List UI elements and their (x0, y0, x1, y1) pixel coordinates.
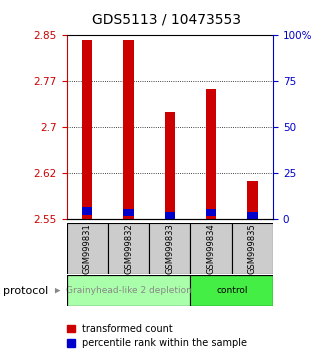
Text: Grainyhead-like 2 depletion: Grainyhead-like 2 depletion (66, 286, 191, 295)
Text: GDS5113 / 10473553: GDS5113 / 10473553 (92, 12, 241, 27)
Bar (190, 275, 273, 306)
Text: GSM999832: GSM999832 (124, 223, 133, 274)
Text: control: control (216, 286, 247, 295)
Bar (165, 212, 175, 219)
Bar (190, 223, 232, 274)
Bar (247, 181, 258, 219)
Bar (165, 112, 175, 219)
Bar (149, 223, 190, 274)
Text: GSM999835: GSM999835 (248, 223, 257, 274)
Text: protocol: protocol (3, 286, 49, 296)
Bar (232, 223, 273, 274)
Bar (67, 275, 190, 306)
Bar (82, 207, 92, 215)
Text: transformed count: transformed count (82, 324, 172, 333)
Text: GSM999834: GSM999834 (206, 223, 216, 274)
Bar (206, 90, 216, 219)
Bar (206, 209, 216, 216)
Bar (123, 40, 134, 219)
Bar (82, 40, 92, 219)
Bar (108, 223, 149, 274)
Text: percentile rank within the sample: percentile rank within the sample (82, 338, 246, 348)
Bar (247, 212, 258, 219)
Bar (67, 223, 108, 274)
Text: GSM999831: GSM999831 (83, 223, 92, 274)
Text: GSM999833: GSM999833 (165, 223, 174, 274)
Bar (123, 209, 134, 216)
